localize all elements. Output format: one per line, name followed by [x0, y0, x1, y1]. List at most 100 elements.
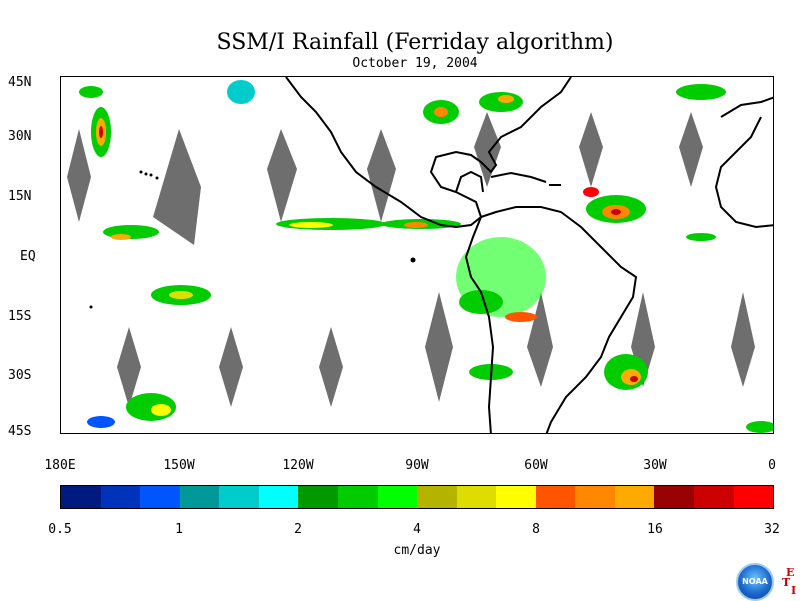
logo-letter: T: [782, 576, 791, 589]
lon-label-60w: 60W: [524, 458, 548, 473]
cbar-label: 16: [647, 522, 663, 537]
rain-patch: [169, 291, 193, 299]
coastline: [714, 116, 773, 229]
cbar-label: 0.5: [48, 522, 72, 537]
logo-letter: I: [791, 584, 797, 597]
color-bar-segment: [100, 486, 141, 508]
unit-label: cm/day: [393, 543, 441, 558]
rain-patch: [498, 95, 514, 103]
map-date: October 19, 2004: [352, 56, 478, 71]
swath-gap: [319, 327, 343, 407]
island: [410, 257, 416, 263]
lon-label-90w: 90W: [405, 458, 429, 473]
island: [139, 170, 143, 174]
rain-patch: [611, 209, 621, 215]
coastline: [480, 206, 638, 433]
rain-patch: [227, 80, 255, 104]
color-bar-segment: [140, 486, 180, 508]
cbar-label: 1: [175, 522, 183, 537]
lon-label-120w: 120W: [282, 458, 314, 473]
rain-patch: [630, 376, 638, 382]
rain-patch: [111, 234, 131, 240]
lon-label-150w: 150W: [163, 458, 195, 473]
color-bar-segment: [535, 486, 576, 508]
coastline: [464, 216, 495, 433]
coastline: [285, 77, 482, 229]
color-bar-segment: [337, 486, 378, 508]
color-bar: [60, 485, 774, 509]
rain-patch: [99, 126, 103, 138]
map-title: SSM/I Rainfall (Ferriday algorithm): [216, 30, 614, 55]
color-bar-segment: [258, 486, 299, 508]
cbar-label: 8: [532, 522, 540, 537]
swath-gap: [267, 129, 297, 222]
coastline: [490, 171, 547, 183]
swath-gap: [425, 292, 453, 402]
lat-label-45s: 45S: [8, 424, 32, 439]
swath-gaps: [67, 112, 755, 407]
color-bar-segment: [694, 486, 734, 508]
rain-patch: [676, 84, 726, 100]
lon-label-30w: 30W: [643, 458, 667, 473]
island: [144, 172, 148, 176]
cbar-label: 32: [764, 522, 780, 537]
rainfall-map: [60, 76, 774, 434]
color-bar-segment: [417, 486, 457, 508]
rain-patch: [459, 290, 503, 314]
color-bar-segment: [654, 486, 694, 508]
color-bar-segment: [61, 486, 101, 508]
rain-patches: [79, 80, 773, 433]
coastline: [720, 96, 773, 118]
color-bar-segment: [219, 486, 259, 508]
lon-label-0: 0: [768, 458, 776, 473]
color-bar-segment: [614, 486, 655, 508]
lat-label-eq: EQ: [20, 249, 36, 264]
swath-gap: [474, 112, 501, 187]
lat-label-30s: 30S: [8, 368, 32, 383]
color-bar-segment: [575, 486, 615, 508]
color-bar-segment: [179, 486, 220, 508]
swath-gap: [731, 292, 755, 387]
coastline: [429, 77, 572, 218]
color-bar-segment: [496, 486, 536, 508]
lon-label-180e: 180E: [44, 458, 76, 473]
islands: [89, 170, 416, 309]
lat-label-30n: 30N: [8, 129, 32, 144]
color-bar-segment: [298, 486, 338, 508]
lat-label-45n: 45N: [8, 75, 32, 90]
swath-gap: [117, 327, 141, 407]
color-bar-segment: [456, 486, 497, 508]
lat-label-15n: 15N: [8, 189, 32, 204]
coastline: [455, 170, 484, 193]
island: [155, 176, 159, 180]
rain-patch: [434, 107, 448, 117]
color-bar-segment: [377, 486, 418, 508]
rain-patch: [505, 312, 537, 322]
rain-patch: [621, 369, 641, 385]
logo-text: NOAA: [742, 577, 768, 586]
noaa-logo: NOAA: [736, 563, 774, 601]
lat-label-15s: 15S: [8, 309, 32, 324]
cbar-label: 4: [413, 522, 421, 537]
swath-gap: [153, 129, 201, 245]
coastlines: [285, 77, 773, 433]
map-canvas: [67, 77, 773, 433]
rain-patch: [289, 222, 333, 228]
swath-gap: [219, 327, 243, 407]
rain-patch: [746, 421, 773, 433]
rain-patch: [686, 233, 716, 241]
swath-gap: [67, 129, 91, 222]
island: [149, 173, 153, 177]
color-bar-segment: [733, 486, 774, 508]
rain-patch: [151, 404, 171, 416]
swath-gap: [367, 129, 396, 222]
swath-gap: [527, 292, 553, 387]
swath-gap: [579, 112, 603, 187]
rain-patch: [404, 222, 428, 228]
island: [89, 305, 93, 309]
logo-letter: E: [786, 566, 795, 579]
rain-patch: [87, 416, 115, 428]
rain-patch: [79, 86, 103, 98]
rain-patch: [583, 187, 599, 197]
cbar-label: 2: [294, 522, 302, 537]
